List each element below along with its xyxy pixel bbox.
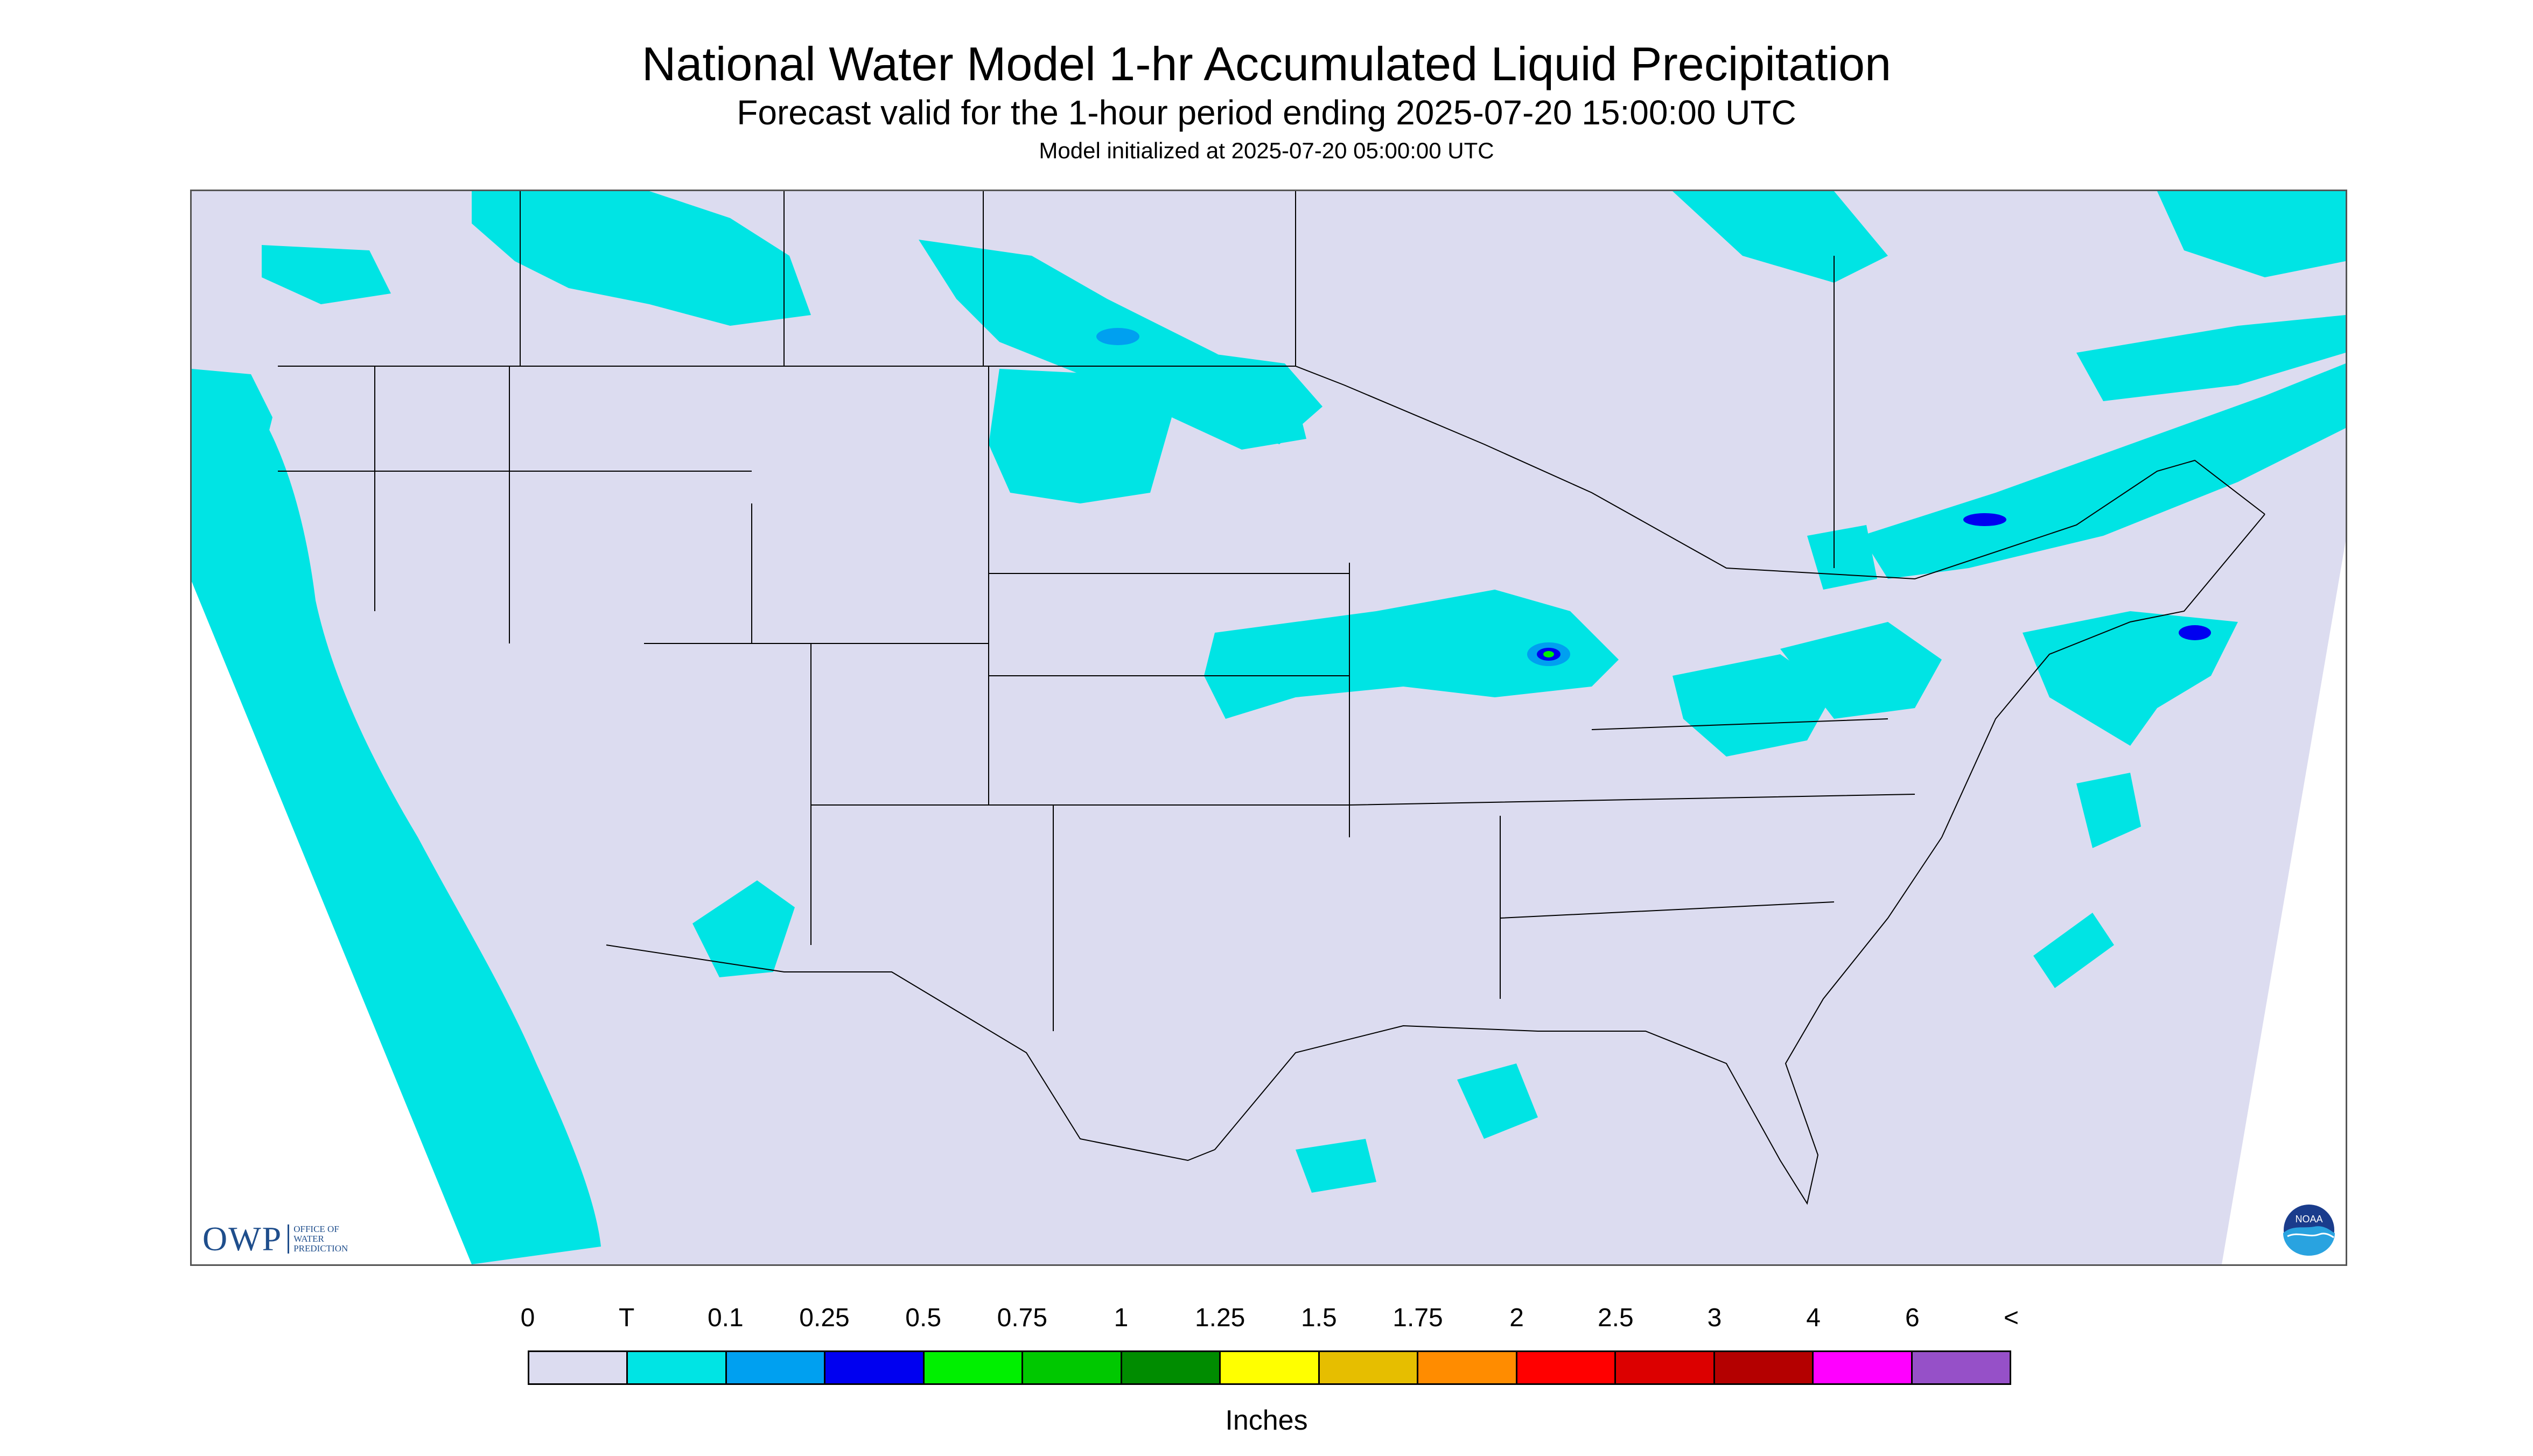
legend-swatch	[1517, 1352, 1617, 1383]
legend-label: 0.1	[707, 1304, 744, 1332]
legend-label: 2.5	[1597, 1304, 1634, 1332]
legend-label: 1.25	[1194, 1304, 1245, 1332]
legend-swatch	[1023, 1352, 1122, 1383]
legend-swatch	[529, 1352, 628, 1383]
precip-midwest-band	[1204, 590, 1619, 719]
precip-ohio-valley	[1673, 654, 1834, 757]
legend-swatch	[1616, 1352, 1715, 1383]
owp-line-1: OFFICE OF	[293, 1224, 339, 1234]
legend-swatch	[1221, 1352, 1320, 1383]
us-mexico-border	[606, 944, 1215, 1161]
owp-logo-subtext: OFFICE OF WATER PREDICTION	[288, 1224, 348, 1254]
precipitation-map: OWP OFFICE OF WATER PREDICTION NOAA	[190, 190, 2347, 1266]
precip-atlantic-offshore	[2076, 773, 2141, 848]
legend-label: 2	[1509, 1304, 1524, 1332]
precip-gulf-offshore-2	[1296, 1139, 1376, 1193]
legend-label: <	[2003, 1304, 2019, 1332]
legend-swatch	[1418, 1352, 1517, 1383]
precip-gulf-offshore	[1457, 1063, 1538, 1139]
state-line-1	[374, 366, 1501, 1031]
precip-southwest-monsoon	[692, 880, 795, 977]
precip-heavier-cores	[1096, 328, 2211, 666]
owp-logo: OWP OFFICE OF WATER PREDICTION	[202, 1219, 348, 1259]
legend-colorbar	[528, 1350, 2011, 1385]
legend-swatch	[1912, 1352, 2010, 1383]
legend-swatch	[825, 1352, 925, 1383]
precip-northern-plains	[989, 369, 1172, 503]
legend-label: 6	[1905, 1304, 1920, 1332]
precip-lake-superior	[1204, 353, 1323, 444]
legend-label: 3	[1707, 1304, 1722, 1332]
noaa-logo: NOAA	[2283, 1203, 2335, 1256]
legend-swatch	[1814, 1352, 1913, 1383]
map-canvas	[192, 191, 2346, 1264]
precip-pacific-nw	[192, 369, 272, 579]
precip-core-0.5in	[1543, 651, 1554, 657]
precip-quebec	[2076, 315, 2346, 401]
us-canada-border	[278, 366, 2265, 580]
precip-labrador	[2157, 191, 2346, 277]
map-subtitle: Forecast valid for the 1-hour period end…	[737, 93, 1796, 132]
legend-label: 1.5	[1300, 1304, 1337, 1332]
model-init-text: Model initialized at 2025-07-20 05:00:00…	[1039, 138, 1494, 163]
legend-labels: 0 T 0.1 0.25 0.5 0.75 1 1.25 1.5 1.75 2 2.5 3 4 6 <	[0, 1303, 2533, 1341]
legend-label: T	[618, 1304, 635, 1332]
legend-swatch	[726, 1352, 826, 1383]
owp-logo-letters: OWP	[202, 1220, 283, 1258]
legend-units: Inches	[1225, 1405, 1308, 1436]
legend-label: 1.75	[1393, 1304, 1443, 1332]
legend-swatch	[924, 1352, 1024, 1383]
legend-label: 0.5	[905, 1304, 942, 1332]
model-domain	[192, 191, 2346, 1264]
us-coastline-gulf	[1214, 837, 1942, 1205]
canada-province-lines	[520, 191, 1835, 568]
legend-label: 0.75	[997, 1304, 1048, 1332]
precip-northeast-coast	[2023, 611, 2238, 746]
noaa-logo-text: NOAA	[2295, 1214, 2322, 1224]
legend-swatch	[628, 1352, 727, 1383]
legend-swatch	[1122, 1352, 1221, 1383]
precip-core-ne	[2179, 625, 2211, 640]
legend-label: 0	[520, 1304, 535, 1332]
precip-bc-patch	[262, 245, 391, 304]
precip-core-gl	[1963, 513, 2006, 526]
precip-canada-prairies-west	[472, 191, 811, 326]
owp-line-3: PREDICTION	[293, 1243, 348, 1254]
legend-label: 4	[1806, 1304, 1821, 1332]
political-boundaries	[278, 191, 2265, 1205]
owp-line-2: WATER	[293, 1234, 324, 1244]
precip-trace-areas	[192, 191, 2346, 1264]
state-line-2	[278, 471, 1915, 919]
legend-label: 0.25	[799, 1304, 850, 1332]
us-atlantic-coast	[1941, 514, 2265, 838]
legend-label: 1	[1114, 1304, 1129, 1332]
precip-atlantic-south	[2033, 913, 2114, 988]
precip-appalachians	[1780, 622, 1942, 719]
map-title: National Water Model 1-hr Accumulated Li…	[641, 37, 1892, 90]
legend-swatch	[1319, 1352, 1419, 1383]
precip-west-coast	[192, 371, 601, 1264]
legend-swatch	[1715, 1352, 1814, 1383]
precip-core-canada	[1096, 328, 1139, 345]
